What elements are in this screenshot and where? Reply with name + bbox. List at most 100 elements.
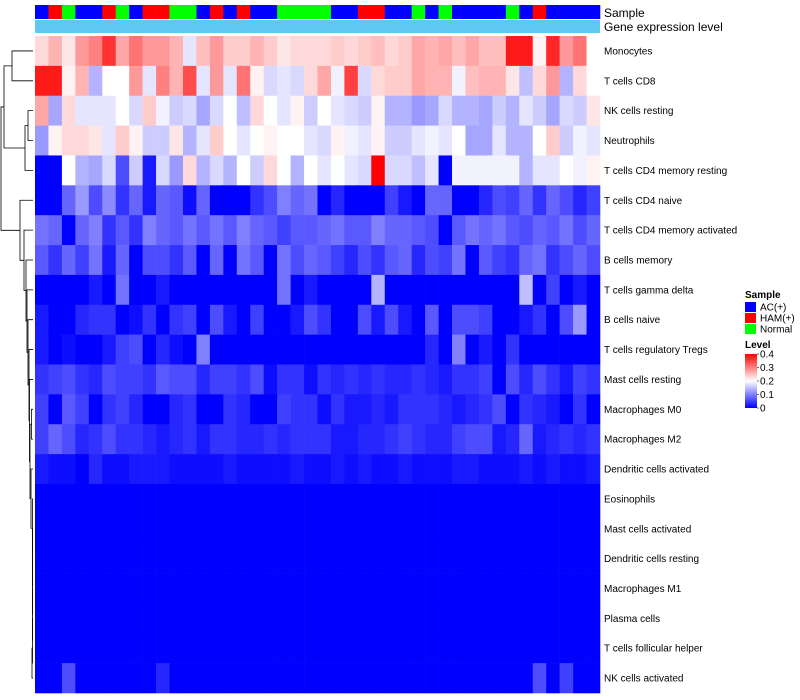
heatmap-cell [344, 155, 359, 186]
heatmap-cell [102, 36, 117, 67]
heatmap-cell [196, 274, 211, 306]
heatmap-cell [330, 394, 345, 425]
heatmap-cell [384, 633, 399, 664]
heatmap-cell [250, 155, 264, 186]
heatmap-cell [209, 663, 224, 694]
heatmap-cell [290, 633, 305, 664]
heatmap-cell [546, 215, 560, 246]
sample-annotation-cell [142, 5, 157, 19]
heatmap-cell [142, 304, 157, 335]
heatmap-cell [384, 65, 399, 97]
heatmap-cell [169, 513, 184, 544]
heatmap-cell [519, 334, 534, 365]
heatmap-cell [505, 424, 520, 455]
heatmap-cell [196, 125, 211, 156]
heatmap-cell [277, 95, 291, 126]
expression-annotation-label: Gene expression level [604, 20, 723, 34]
heatmap-cell [357, 394, 372, 425]
heatmap-cell [250, 334, 264, 365]
heatmap-cell [573, 334, 587, 365]
sample-annotation-cell [586, 5, 601, 19]
heatmap-cell [263, 603, 278, 634]
heatmap-cell [532, 424, 547, 455]
heatmap-cell [505, 663, 520, 694]
heatmap-cell [425, 603, 439, 634]
sample-legend: Sample AC(+)HAM(+)Normal [745, 290, 795, 336]
heatmap-cell [156, 274, 170, 306]
heatmap-cell [182, 304, 197, 335]
heatmap-cell [102, 513, 117, 544]
heatmap-cell [277, 454, 291, 485]
heatmap-cell [75, 603, 90, 634]
heatmap-cell [129, 125, 143, 156]
heatmap-cell [371, 394, 386, 425]
expression-annotation-bar [35, 20, 600, 33]
heatmap-cell [304, 573, 318, 604]
sample-annotation-cell [532, 5, 547, 19]
heatmap-cell [425, 334, 439, 365]
heatmap-cell [209, 454, 224, 485]
heatmap-cell [411, 36, 426, 67]
heatmap-cell [48, 663, 63, 694]
heatmap-cell [532, 573, 547, 604]
heatmap-cell [546, 573, 560, 604]
heatmap-cell [573, 125, 587, 156]
heatmap-cell [277, 36, 291, 67]
heatmap-cell [357, 663, 372, 694]
heatmap-cell [290, 483, 305, 515]
heatmap-cell [559, 603, 574, 634]
heatmap-cell [573, 155, 587, 186]
heatmap-cell [586, 155, 601, 186]
heatmap-cell [129, 95, 143, 126]
heatmap-cell [452, 125, 466, 156]
heatmap-cell [438, 215, 453, 246]
heatmap-cell [88, 125, 103, 156]
heatmap-cell [156, 125, 170, 156]
heatmap-cell [142, 155, 157, 186]
heatmap-cell [48, 65, 63, 97]
heatmap-cell [519, 155, 534, 186]
heatmap-cell [357, 245, 372, 276]
heatmap-cell [290, 394, 305, 425]
heatmap-cell [371, 155, 386, 186]
heatmap-cell [304, 603, 318, 634]
heatmap-cell [61, 424, 76, 455]
heatmap-cell [115, 364, 130, 395]
heatmap-cell [61, 334, 76, 365]
heatmap-cell [129, 304, 143, 335]
heatmap-cell [559, 155, 574, 186]
heatmap-cell [573, 304, 587, 335]
heatmap-cell [61, 543, 76, 574]
heatmap-cell [75, 245, 90, 276]
heatmap-cell [236, 185, 251, 216]
heatmap-cell [317, 274, 332, 306]
level-legend: Level 0.4 0.3 0.2 0.1 0 [745, 340, 774, 415]
heatmap-cell [169, 394, 184, 425]
heatmap-cell [223, 36, 238, 67]
heatmap-cell [61, 65, 76, 97]
heatmap-cell [304, 364, 318, 395]
heatmap-cell [532, 513, 547, 544]
heatmap-cell [411, 245, 426, 276]
heatmap-cell [115, 424, 130, 455]
heatmap-cell [411, 483, 426, 515]
heatmap-cell [425, 155, 439, 186]
heatmap-cell [263, 125, 278, 156]
heatmap-cell [384, 483, 399, 515]
heatmap-cell [559, 334, 574, 365]
heatmap-cell [102, 633, 117, 664]
heatmap-cell [478, 65, 493, 97]
level-tick-label: 0.4 [760, 350, 774, 361]
heatmap-cell [263, 513, 278, 544]
heatmap-cell [156, 543, 170, 574]
heatmap-cell [263, 364, 278, 395]
heatmap-cell [263, 663, 278, 694]
heatmap-cell [61, 633, 76, 664]
heatmap-cell [411, 334, 426, 365]
sample-annotation-cell [573, 5, 587, 19]
heatmap-cell [411, 125, 426, 156]
heatmap-cell [48, 573, 63, 604]
heatmap-cell [61, 483, 76, 515]
heatmap-cell [156, 185, 170, 216]
heatmap-cell [398, 483, 412, 515]
